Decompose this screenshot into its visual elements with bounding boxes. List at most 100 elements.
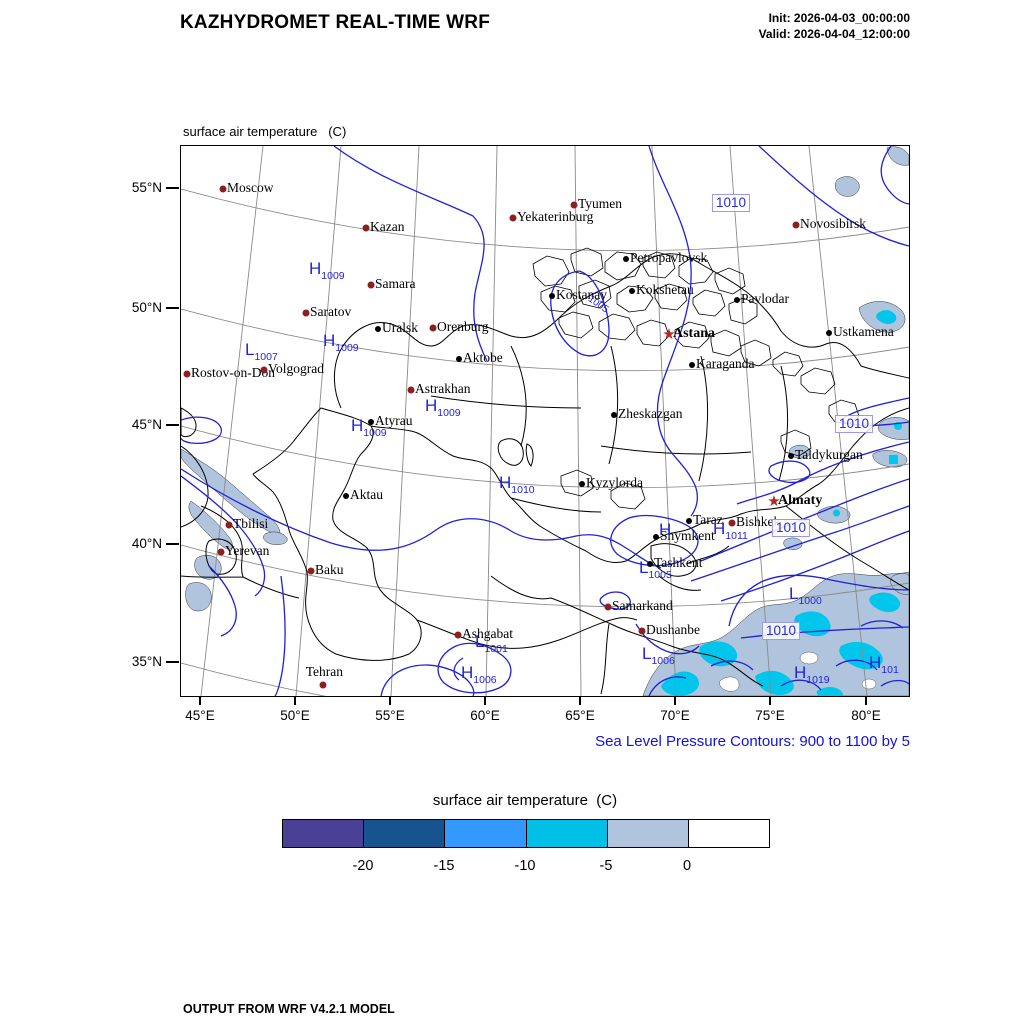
- city-label: Ashgabat: [462, 626, 513, 641]
- city-dot-icon: [367, 281, 375, 289]
- lon-tick-label: 80°E: [851, 708, 881, 723]
- city-dot-icon: [302, 309, 310, 317]
- pressure-value: 101: [881, 664, 899, 676]
- city-label: Petropavlovsk: [630, 250, 708, 265]
- lon-tick-label: 45°E: [185, 708, 215, 723]
- city-dot-icon: [219, 185, 227, 193]
- city-dot-icon: [623, 256, 629, 262]
- lon-tick-mark: [674, 696, 676, 705]
- city-dot-icon: [611, 412, 617, 418]
- weather-map: Moscow Kazan Samara Saratov Tyumen Yekaterinb…: [180, 145, 910, 697]
- pressure-low-label: L1000: [789, 584, 822, 607]
- city-dot-icon: [579, 481, 585, 487]
- pressure-letter: L: [789, 584, 799, 603]
- lat-tick-mark: [166, 307, 179, 309]
- city-dot-icon: [183, 370, 191, 378]
- city-label: Kyzylorda: [586, 475, 643, 490]
- city-label: Kostanay: [556, 287, 607, 302]
- city-dot-icon: [509, 214, 517, 222]
- init-timestamp: Init: 2026-04-03_00:00:00: [768, 11, 910, 25]
- run-timestamps: Init: 2026-04-03_00:00:00 Valid: 2026-04…: [759, 10, 910, 42]
- city-label: Kazan: [370, 219, 405, 234]
- valid-timestamp: Valid: 2026-04-04_12:00:00: [758, 27, 910, 41]
- footer-model-line: OUTPUT FROM WRF V4.2.1 MODEL: [183, 1002, 395, 1016]
- city-dot-icon: [368, 419, 374, 425]
- temp-shade-cyan: [661, 310, 902, 696]
- pressure-letter: H: [461, 663, 474, 682]
- lat-tick-label: 40°N: [131, 536, 162, 551]
- pressure-letter: H: [425, 396, 438, 415]
- pressure-letter: H: [323, 331, 336, 350]
- contour-value-box: 1010: [761, 622, 801, 640]
- colorbar-tick-label: -20: [352, 858, 374, 874]
- pressure-value: 1010: [511, 484, 535, 496]
- variable-label-temp: surface air temperature (C): [183, 124, 347, 139]
- colorbar-segment: [525, 820, 607, 847]
- pressure-high-label: H1010: [499, 473, 535, 496]
- city-dot-icon: [307, 567, 315, 575]
- temperature-colorbar: [282, 819, 770, 848]
- lat-tick-mark: [166, 661, 179, 663]
- lat-tick-label: 45°N: [131, 417, 162, 432]
- colorbar-segment: [444, 820, 526, 847]
- pressure-value: 1009: [335, 342, 359, 354]
- pressure-low-label: L1007: [245, 340, 278, 363]
- city-label: Tbilisi: [233, 516, 269, 531]
- city-label: Yerevan: [225, 543, 270, 558]
- pressure-letter: L: [475, 632, 485, 651]
- city-label: Karaganda: [696, 356, 755, 371]
- city-dot-icon: [375, 326, 381, 332]
- city-label: Aktobe: [463, 350, 503, 365]
- colorbar-segment: [363, 820, 445, 847]
- city-label: Astrakhan: [415, 381, 471, 396]
- pressure-value: 1009: [437, 407, 461, 419]
- city-dot-icon: [788, 453, 794, 459]
- lon-tick-mark: [769, 696, 771, 705]
- city-dot-icon: [225, 521, 233, 529]
- city-dot-icon: [734, 297, 740, 303]
- lat-tick-mark: [166, 187, 179, 189]
- map-label-layer: Moscow Kazan Samara Saratov Tyumen Yekaterinb…: [181, 146, 909, 696]
- city-dot-icon: [604, 603, 612, 611]
- colorbar-tick-label: -15: [433, 858, 455, 874]
- pressure-letter: L: [642, 644, 652, 663]
- pressure-letter: H: [351, 416, 364, 435]
- city-dot-icon: [454, 631, 462, 639]
- pressure-letter: L: [245, 340, 255, 359]
- colorbar-segment: [283, 820, 364, 847]
- model-footer: OUTPUT FROM WRF V4.2.1 MODEL WE = 200 ; …: [183, 969, 700, 1024]
- pressure-low-label: L1001: [475, 632, 508, 655]
- lat-tick-label: 50°N: [131, 300, 162, 315]
- city-dot-icon: [686, 518, 692, 524]
- slp-contour-caption: Sea Level Pressure Contours: 900 to 1100…: [595, 733, 910, 750]
- city-dot-icon: [728, 519, 736, 527]
- city-label: Uralsk: [382, 320, 418, 335]
- lon-tick-mark: [199, 696, 201, 705]
- city-label: Zheskazgan: [618, 406, 683, 421]
- lon-tick-label: 65°E: [565, 708, 595, 723]
- city-label: Kokshetau: [636, 282, 694, 297]
- pressure-high-label: H1006: [461, 663, 497, 686]
- city-label: Shymkent: [660, 528, 715, 543]
- pressure-value: 1009: [321, 270, 345, 282]
- pressure-high-label: H1011: [713, 519, 748, 542]
- city-dot-icon: [362, 224, 370, 232]
- city-label: Novosibirsk: [800, 216, 867, 231]
- pressure-value: 1006: [473, 674, 497, 686]
- pressure-letter: H: [659, 520, 672, 539]
- contour-value-box: 1010: [771, 519, 811, 537]
- colorbar-tick-label: -10: [514, 858, 536, 874]
- colorbar-tick-label: -5: [599, 858, 613, 874]
- lat-tick-mark: [166, 424, 179, 426]
- pressure-low-label: L1005: [639, 558, 672, 581]
- pressure-value: 1009: [363, 427, 387, 439]
- city-dot-icon: [217, 548, 225, 556]
- city-dot-icon: [429, 324, 437, 332]
- city-dot-icon: [647, 561, 653, 567]
- colorbar-segment: [606, 820, 688, 847]
- city-dot-icon: [689, 362, 695, 368]
- page-title: KAZHYDROMET REAL-TIME WRF: [180, 12, 491, 33]
- colorbar-title: surface air temperature (C): [432, 792, 618, 809]
- city-label: Aktau: [350, 487, 383, 502]
- city-label: Pavlodar: [741, 291, 789, 306]
